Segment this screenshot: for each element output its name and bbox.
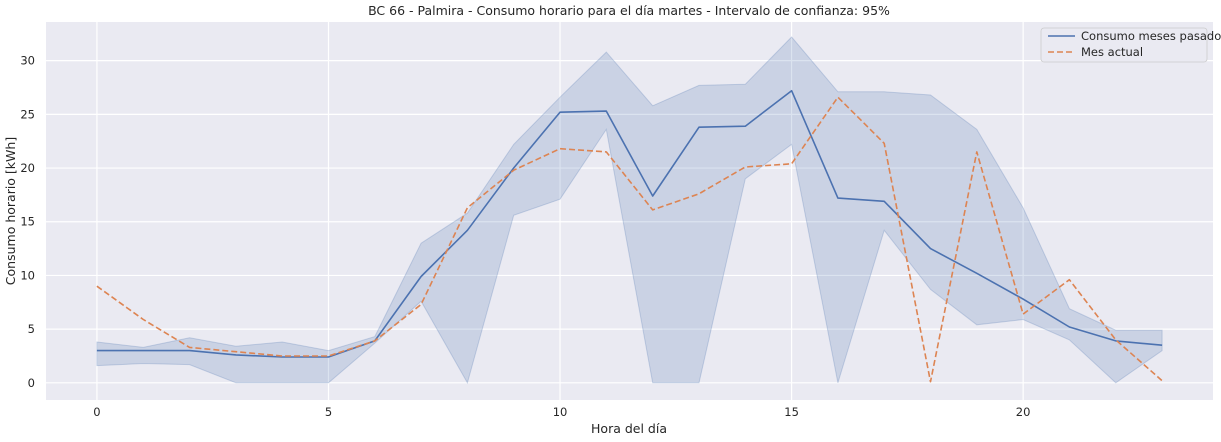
y-tick-label: 10 [20, 268, 35, 282]
confidence-band-area [96, 36, 1163, 385]
series-line-0 [96, 89, 1163, 358]
legend-label-series-0: Consumo meses pasados [1081, 29, 1221, 43]
legend-box [1040, 27, 1208, 63]
grid [46, 22, 1213, 400]
x-tick-label: 10 [553, 405, 568, 419]
y-axis-title: Consumo horario [kWh] [3, 137, 18, 285]
legend-label-series-1: Mes actual [1081, 45, 1143, 59]
y-tick-label: 25 [20, 107, 35, 121]
x-tick-label: 20 [1016, 405, 1031, 419]
y-tick-label: 0 [28, 376, 35, 390]
confidence-band [96, 36, 1163, 385]
chart-title: BC 66 - Palmira - Consumo horario para e… [368, 3, 890, 18]
y-tick-label: 5 [28, 322, 35, 336]
x-tick-label: 5 [325, 405, 332, 419]
x-axis-title: Hora del día [591, 421, 667, 436]
y-tick-label: 30 [20, 54, 35, 68]
plot-background [46, 22, 1213, 400]
y-tick-label: 15 [20, 215, 35, 229]
series-line-1 [96, 96, 1163, 383]
x-tick-label: 15 [784, 405, 799, 419]
legend: Consumo meses pasados Mes actual [1040, 27, 1221, 63]
y-tick-label: 20 [20, 161, 35, 175]
series-lines [96, 89, 1163, 383]
x-tick-labels: 0 5 10 15 20 [93, 405, 1030, 419]
x-tick-label: 0 [93, 405, 100, 419]
y-tick-labels: 0 5 10 15 20 25 30 [20, 54, 35, 390]
